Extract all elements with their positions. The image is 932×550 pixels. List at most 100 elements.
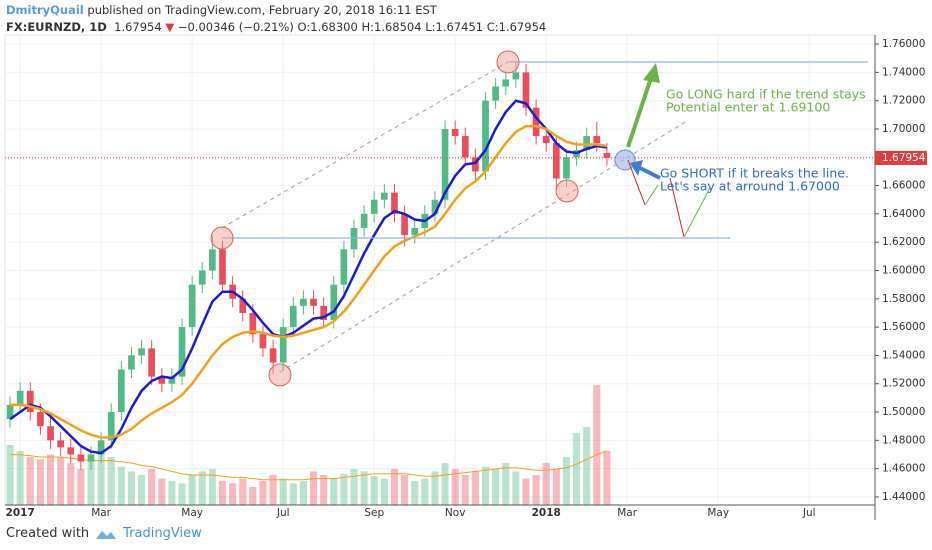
symbol: FX:EURNZD, 1D (6, 20, 107, 34)
ohlc: O:1.68300 H:1.68504 L:1.67451 C:1.67954 (298, 20, 547, 34)
volume-bar (603, 451, 611, 505)
volume-bar (168, 481, 176, 505)
volume-bar (461, 475, 469, 505)
header: DmitryQuail published on TradingView.com… (6, 2, 546, 36)
volume-bar (320, 475, 328, 505)
candle-body (370, 199, 378, 214)
volume-bar (330, 478, 338, 505)
candle-body (47, 426, 54, 441)
candle-body (26, 390, 34, 413)
y-tick-label: 1.74000 (882, 66, 925, 78)
x-tick-label: Jul (276, 507, 290, 519)
candle-body (198, 270, 206, 285)
annotation: Go SHORT if it breaks the line. (660, 166, 849, 181)
volume-bar (289, 483, 297, 505)
candle-body (300, 298, 307, 306)
candle-body (593, 136, 601, 144)
volume-bar (481, 466, 490, 505)
marker (555, 179, 579, 203)
marker (210, 226, 234, 250)
y-tick-label: 1.64000 (882, 208, 925, 220)
ohlc-key: L: (425, 20, 436, 34)
header-line: FX:EURNZD, 1D 1.67954 ▼ −0.00346 (−0.21%… (6, 19, 546, 36)
y-tick-label: 1.72000 (882, 95, 925, 107)
candle-body (320, 305, 328, 321)
plot (4, 34, 876, 506)
path-up (683, 187, 711, 238)
candle-body (239, 298, 247, 313)
candle-body (411, 228, 419, 236)
x-tick-label: 2017 (6, 507, 35, 519)
volume-bar (401, 475, 409, 505)
ohlc-key: H: (361, 20, 374, 34)
volume-bar (77, 469, 85, 505)
long-arrow-head (643, 63, 660, 83)
x-tick-label: Nov (445, 507, 466, 519)
volume-bar (431, 471, 439, 505)
footer: Created with TradingView (6, 526, 202, 541)
candle-body (391, 192, 398, 214)
last-price-label: 1.67954 (882, 152, 926, 164)
volume-bar (138, 475, 146, 505)
candle-body (148, 348, 156, 377)
volume-bar (421, 478, 429, 505)
x-tick-label: Mar (91, 507, 111, 519)
x-tick-label: May (707, 507, 729, 519)
candle-body (522, 72, 530, 108)
volume-bar (593, 385, 601, 505)
volume-bar (279, 478, 287, 505)
author: DmitryQuail (6, 3, 84, 17)
candle-body (330, 284, 338, 321)
candle-body (178, 327, 186, 377)
y-tick-label: 1.66000 (882, 180, 925, 192)
volume-bar (370, 476, 378, 505)
channel-upper (221, 61, 509, 229)
drawings: Go LONG hard if the trend stays Potentia… (210, 50, 868, 387)
candle-body (502, 79, 510, 87)
volume-bar (299, 481, 307, 505)
header-line: DmitryQuail published on TradingView.com… (6, 2, 546, 19)
volume-bar (390, 469, 399, 505)
candle-body (158, 376, 166, 384)
ohlc-value: 1.67954 (498, 20, 547, 34)
x-tick-label: Jul (802, 507, 816, 519)
y-tick-label: 1.60000 (882, 264, 925, 276)
candle-body (16, 390, 24, 405)
volume-bar (562, 457, 570, 505)
volume-bar (411, 481, 419, 505)
candle-body (87, 454, 95, 462)
volume-bar (229, 483, 237, 505)
path-down (627, 159, 646, 206)
candle-body (57, 440, 64, 448)
marker (496, 50, 520, 74)
marker (268, 363, 292, 387)
volume-bar (57, 457, 65, 505)
moving-average (10, 124, 608, 439)
candle-body (138, 348, 145, 356)
annotation: Go LONG hard if the trend stays (666, 87, 866, 102)
volume-bar (512, 471, 520, 505)
candle-body (279, 327, 287, 363)
volume-bar (492, 469, 500, 505)
ohlc-value: 1.67451 (435, 20, 484, 34)
ohlc-key: O: (297, 20, 311, 34)
ohlc-value: 1.68504 (374, 20, 422, 34)
y-tick-label: 1.48000 (882, 434, 925, 446)
volume-bar (158, 478, 166, 505)
x-tick-label: 2018 (532, 507, 561, 519)
x-tick-label: Sep (364, 507, 384, 519)
x-tick-label: May (181, 507, 203, 519)
candle-body (128, 355, 135, 370)
candle-body (67, 447, 75, 455)
candle-body (542, 136, 550, 144)
volume-bar (340, 473, 348, 505)
volume-bar (178, 483, 186, 505)
annotation: Potential enter at 1.69100 (666, 100, 830, 115)
y-tick-label: 1.46000 (882, 463, 925, 475)
volume-bar (239, 478, 247, 505)
candle-body (563, 157, 570, 179)
volume-bar (97, 451, 105, 505)
volume-bar (552, 469, 560, 505)
moving-average (9, 99, 608, 455)
